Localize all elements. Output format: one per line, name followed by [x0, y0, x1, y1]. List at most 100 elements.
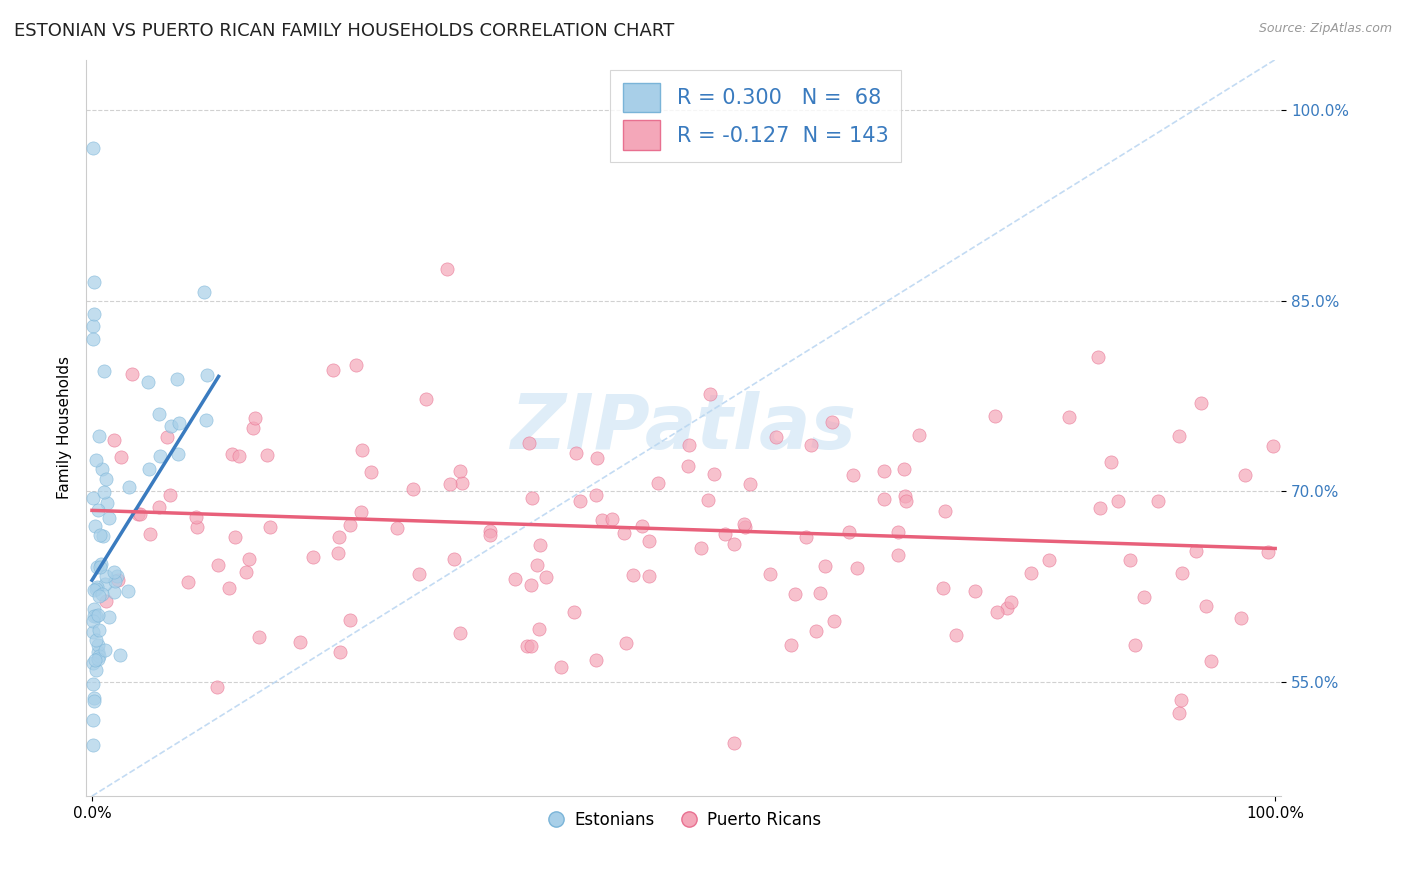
- Point: [986, 605, 1008, 619]
- Point: [93, 484, 115, 499]
- Point: [1133, 591, 1156, 605]
- Point: [527, 622, 550, 636]
- Point: [408, 566, 430, 581]
- Point: [87, 503, 110, 517]
- Point: [765, 430, 787, 444]
- Point: [723, 536, 745, 550]
- Point: [713, 526, 735, 541]
- Point: [842, 467, 865, 482]
- Point: [87, 589, 110, 603]
- Point: [887, 548, 910, 562]
- Point: [235, 565, 257, 579]
- Point: [794, 530, 817, 544]
- Point: [107, 573, 129, 587]
- Point: [169, 416, 191, 430]
- Point: [166, 372, 188, 386]
- Y-axis label: Family Households: Family Households: [58, 356, 72, 500]
- Point: [86, 652, 108, 666]
- Point: [156, 430, 179, 444]
- Point: [385, 521, 408, 535]
- Point: [110, 648, 132, 662]
- Point: [1021, 566, 1043, 580]
- Point: [689, 541, 711, 555]
- Text: Source: ZipAtlas.com: Source: ZipAtlas.com: [1258, 22, 1392, 36]
- Point: [1168, 706, 1191, 721]
- Point: [638, 534, 661, 549]
- Point: [1234, 468, 1257, 483]
- Point: [128, 507, 150, 521]
- Point: [519, 578, 541, 592]
- Point: [91, 461, 114, 475]
- Point: [479, 524, 502, 538]
- Point: [1199, 654, 1222, 668]
- Point: [121, 367, 143, 381]
- Point: [887, 524, 910, 539]
- Point: [228, 450, 250, 464]
- Point: [82, 625, 104, 640]
- Point: [439, 476, 461, 491]
- Point: [105, 568, 128, 582]
- Point: [759, 566, 782, 581]
- Point: [450, 464, 472, 478]
- Point: [520, 639, 543, 653]
- Point: [84, 519, 107, 533]
- Point: [1088, 500, 1111, 515]
- Point: [350, 505, 373, 519]
- Point: [218, 581, 240, 595]
- Point: [995, 601, 1018, 615]
- Point: [586, 450, 609, 465]
- Point: [110, 450, 132, 464]
- Point: [733, 516, 755, 531]
- Point: [845, 561, 868, 575]
- Point: [1057, 409, 1080, 424]
- Point: [779, 638, 801, 652]
- Point: [872, 464, 894, 478]
- Point: [696, 492, 718, 507]
- Point: [98, 511, 121, 525]
- Point: [1000, 595, 1022, 609]
- Point: [149, 449, 172, 463]
- Point: [193, 285, 215, 300]
- Text: ZIPatlas: ZIPatlas: [510, 391, 856, 465]
- Point: [82, 739, 104, 753]
- Point: [87, 649, 110, 664]
- Point: [86, 560, 108, 574]
- Point: [83, 602, 105, 616]
- Point: [82, 713, 104, 727]
- Point: [82, 319, 104, 334]
- Point: [723, 736, 745, 750]
- Point: [238, 551, 260, 566]
- Point: [1171, 566, 1194, 581]
- Point: [585, 653, 607, 667]
- Point: [259, 520, 281, 534]
- Point: [339, 517, 361, 532]
- Point: [82, 657, 104, 671]
- Point: [221, 447, 243, 461]
- Point: [136, 375, 159, 389]
- Point: [90, 557, 112, 571]
- Point: [585, 487, 607, 501]
- Point: [1263, 439, 1285, 453]
- Point: [117, 583, 139, 598]
- Point: [872, 491, 894, 506]
- Point: [814, 559, 837, 574]
- Point: [186, 519, 208, 533]
- Point: [678, 438, 700, 452]
- Point: [804, 624, 827, 638]
- Point: [808, 585, 831, 599]
- Point: [600, 511, 623, 525]
- Point: [1195, 599, 1218, 613]
- Point: [328, 545, 350, 559]
- Point: [94, 594, 117, 608]
- Point: [934, 503, 956, 517]
- Point: [519, 436, 541, 450]
- Point: [322, 363, 344, 377]
- Point: [86, 609, 108, 624]
- Point: [591, 513, 613, 527]
- Point: [621, 568, 644, 582]
- Point: [89, 527, 111, 541]
- Point: [139, 526, 162, 541]
- Point: [256, 448, 278, 462]
- Point: [1087, 350, 1109, 364]
- Point: [103, 585, 125, 599]
